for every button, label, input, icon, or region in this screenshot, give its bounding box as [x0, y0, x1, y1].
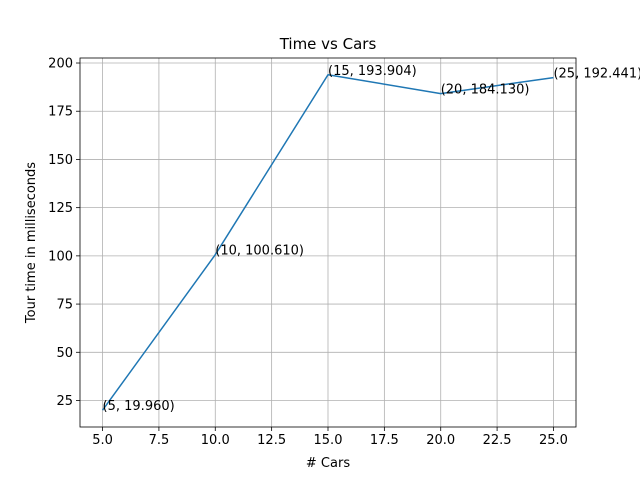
x-tick-label: 17.5 [370, 433, 399, 448]
data-label: (10, 100.610) [215, 244, 304, 259]
x-tick-label: 22.5 [483, 433, 512, 448]
x-tick-label: 12.5 [257, 433, 286, 448]
series-layer [101, 74, 554, 411]
y-tick-label: 125 [48, 201, 73, 216]
chart-title: Time vs Cars [279, 35, 377, 53]
ticks: 5.0 7.5 10.0 12.5 15.0 17.5 20.0 22.5 25.0 25 50 75… [48, 57, 568, 448]
data-label: (15, 193.904) [328, 64, 417, 79]
y-axis-label: Tour time in milliseconds [24, 162, 39, 324]
grid [80, 58, 576, 427]
data-label: (5, 19.960) [103, 399, 175, 414]
x-tick-label: 5.0 [92, 433, 113, 448]
x-tick-label: 20.0 [426, 433, 455, 448]
y-tick-label: 75 [56, 298, 73, 313]
y-tick-label: 200 [48, 57, 73, 72]
x-tick-label: 25.0 [539, 433, 568, 448]
data-label: (25, 192.441) [553, 67, 640, 82]
y-tick-label: 25 [56, 394, 73, 409]
x-tick-label: 7.5 [149, 433, 170, 448]
x-tick-label: 10.0 [201, 433, 230, 448]
y-tick-label: 100 [48, 249, 73, 264]
y-tick-label: 175 [48, 105, 73, 120]
data-labels: (5, 19.960) (10, 100.610) (15, 193.904) (20… [103, 64, 640, 414]
y-tick-label: 50 [56, 346, 73, 361]
x-axis-label: # Cars [306, 456, 350, 471]
y-tick-label: 150 [48, 153, 73, 168]
data-label: (20, 184.130) [441, 83, 530, 98]
series-line [101, 74, 554, 411]
x-tick-label: 15.0 [314, 433, 343, 448]
